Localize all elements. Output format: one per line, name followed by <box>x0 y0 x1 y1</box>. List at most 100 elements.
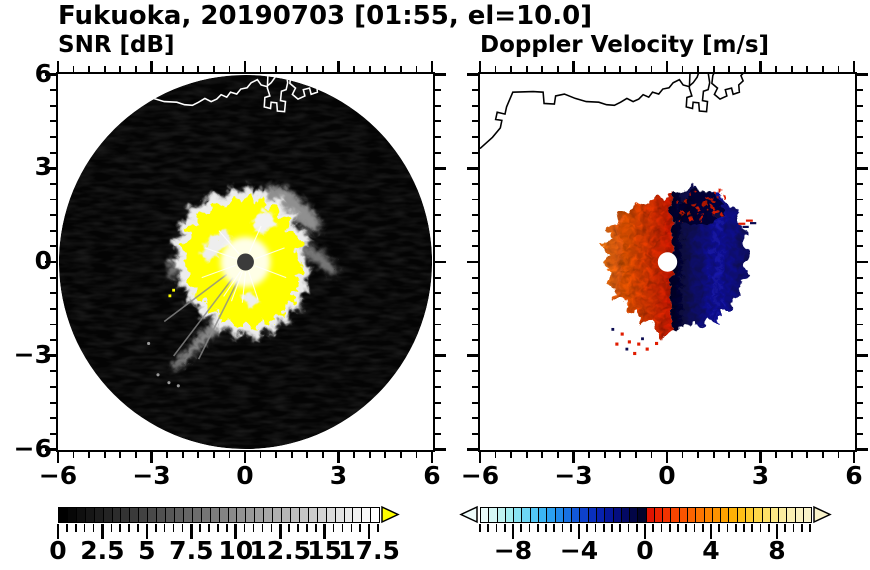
colorbar-block <box>489 508 498 522</box>
axis-tick <box>665 61 669 72</box>
colorbar-block <box>663 508 672 522</box>
colorbar-block <box>85 508 95 522</box>
colorbar-block <box>621 508 631 522</box>
colorbar-tick <box>487 524 490 532</box>
colorbar-tick <box>586 524 589 532</box>
snr-white-patch-left <box>198 227 230 259</box>
texture-speck <box>614 342 618 346</box>
snr-panel-title: SNR [dB] <box>58 32 175 58</box>
axis-tick <box>434 432 441 435</box>
axis-tick <box>56 452 60 463</box>
axis-tick <box>399 452 402 458</box>
colorbar-block <box>596 508 606 522</box>
colorbar-block <box>538 508 548 522</box>
texture-speck <box>737 222 745 225</box>
colorbar-block <box>737 508 746 522</box>
axis-tick <box>856 245 863 248</box>
colorbar-tick <box>288 524 290 532</box>
axis-tick <box>49 401 56 404</box>
x-axis-tick-label: −6 <box>460 461 500 490</box>
axis-tick <box>434 136 441 138</box>
colorbar-tick <box>602 524 605 532</box>
axis-tick <box>852 452 856 463</box>
colorbar-tick <box>367 524 371 539</box>
colorbar-block <box>654 508 664 522</box>
colorbar-tick <box>278 524 282 539</box>
axis-tick <box>434 166 446 170</box>
colorbar-block <box>787 508 796 522</box>
axis-tick <box>353 66 355 72</box>
axis-tick <box>212 452 215 458</box>
axis-tick <box>471 229 478 232</box>
axis-tick <box>837 452 840 458</box>
colorbar-block <box>166 508 175 522</box>
axis-tick <box>49 120 56 123</box>
axis-tick <box>135 452 137 458</box>
colorbar-tick <box>314 524 317 532</box>
axis-tick <box>471 386 478 388</box>
colorbar <box>58 507 380 523</box>
colorbar-tick <box>137 524 139 532</box>
texture-speck <box>636 342 640 346</box>
colorbar-under-arrow <box>459 505 478 523</box>
colorbar-block <box>139 508 149 522</box>
x-axis-tick-label: 6 <box>845 461 863 490</box>
axis-tick <box>434 120 441 123</box>
axis-tick <box>759 61 762 72</box>
axis-tick <box>430 61 434 72</box>
colorbar-tick <box>243 524 246 532</box>
colorbar-tick <box>528 524 531 532</box>
axis-tick <box>572 61 575 72</box>
colorbar-tick <box>660 524 663 532</box>
axis-tick <box>119 66 122 72</box>
colorbar-tick-label: 15 <box>307 536 343 565</box>
axis-tick <box>478 61 482 72</box>
colorbar-block <box>646 508 655 522</box>
axis-tick <box>290 66 293 72</box>
colorbar-tick <box>234 524 238 539</box>
axis-tick <box>525 66 528 72</box>
colorbar-block <box>255 508 265 522</box>
x-axis-tick-label: 0 <box>236 461 254 490</box>
colorbar-tick <box>635 524 638 532</box>
colorbar-tick <box>479 524 481 532</box>
colorbar-tick <box>775 524 779 539</box>
axis-tick <box>399 66 402 72</box>
colorbar-block <box>264 508 274 522</box>
axis-tick <box>275 66 278 72</box>
axis-tick <box>49 214 56 217</box>
axis-tick <box>856 73 868 76</box>
axis-tick <box>634 452 637 458</box>
axis-tick <box>44 166 56 170</box>
axis-tick <box>228 452 231 458</box>
velocity-blind-spot-dot <box>657 252 677 272</box>
colorbar-block <box>192 508 202 522</box>
colorbar-block <box>580 508 589 522</box>
colorbar-tick <box>56 524 60 539</box>
colorbar-tick-label: 10 <box>218 536 254 565</box>
colorbar-tick <box>323 524 326 539</box>
axis-tick <box>44 448 56 451</box>
axis-tick <box>434 292 441 295</box>
colorbar-tick <box>172 524 175 532</box>
axis-tick <box>228 66 231 72</box>
texture-speck <box>720 192 724 196</box>
colorbar-tick <box>809 524 811 532</box>
colorbar-block <box>605 508 614 522</box>
colorbar-tick <box>709 524 713 539</box>
colorbar-block <box>497 508 506 522</box>
colorbar-tick <box>503 524 506 532</box>
colorbar-block <box>563 508 573 522</box>
texture-speck <box>716 188 719 191</box>
axis-tick <box>619 452 622 458</box>
axis-tick <box>471 104 478 107</box>
axis-tick <box>434 214 441 217</box>
axis-tick <box>434 386 441 388</box>
axis-tick <box>471 401 478 404</box>
colorbar-tick <box>181 524 184 532</box>
axis-tick <box>72 452 75 458</box>
axis-tick <box>466 354 478 358</box>
texture-speck <box>645 347 649 351</box>
colorbar-block <box>59 508 68 522</box>
axis-tick <box>49 417 56 420</box>
